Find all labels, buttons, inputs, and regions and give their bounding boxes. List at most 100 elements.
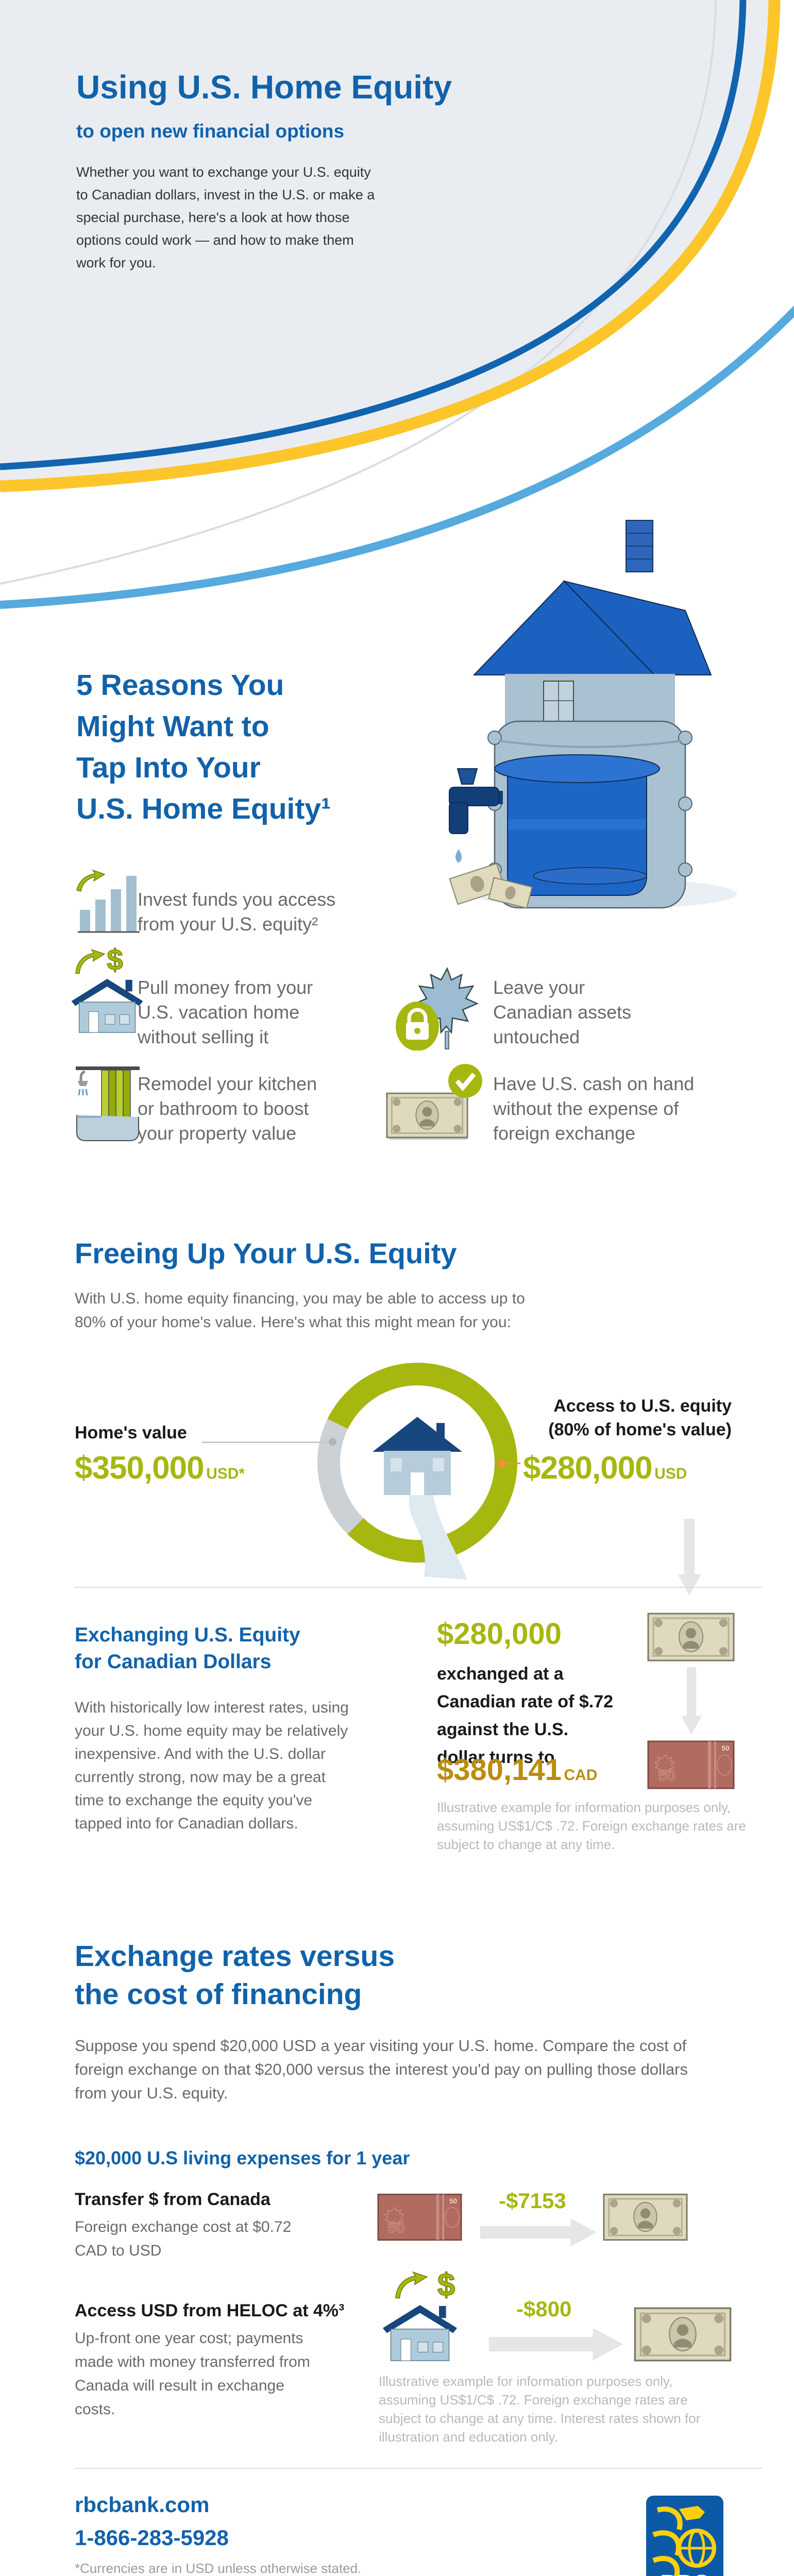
rbc-logo-text: RBC bbox=[660, 2570, 709, 2576]
exchanging-body: With historically low interest rates, us… bbox=[75, 1699, 349, 1832]
lion-head bbox=[679, 2506, 705, 2520]
cad-unit: CAD bbox=[564, 1767, 598, 1784]
freeing-intro: With U.S. home equity financing, you may… bbox=[75, 1290, 525, 1331]
website-link[interactable]: rbcbank.com bbox=[75, 2493, 210, 2517]
connector-line-left bbox=[202, 1442, 332, 1443]
remodel-shower-icon bbox=[76, 1066, 140, 1141]
equity-donut-chart bbox=[317, 1363, 517, 1580]
currency-note: *Currencies are in USD unless otherwise … bbox=[75, 2561, 362, 2576]
reasons-heading: 5 Reasons You Might Want to Tap Into You… bbox=[76, 665, 331, 829]
heloc-house-icon bbox=[382, 2304, 458, 2361]
exchanging-conversion-text: exchanged at a Canadian rate of $.72 aga… bbox=[437, 1664, 614, 1767]
cad-bill-icon bbox=[647, 1740, 735, 1789]
water-drop bbox=[455, 849, 462, 863]
header-swoosh-graphic bbox=[0, 0, 794, 609]
svg-text:$: $ bbox=[107, 944, 123, 976]
rates-heading-line1: Exchange rates versus bbox=[75, 1940, 395, 1973]
falling-bill-1 bbox=[449, 862, 506, 905]
freeing-heading: Freeing Up Your U.S. Equity bbox=[75, 1237, 457, 1269]
equity-label-line2: (80% of home's value) bbox=[548, 1420, 732, 1439]
invest-chart-icon bbox=[76, 870, 140, 933]
home-value-unit: USD* bbox=[206, 1465, 245, 1482]
exchanging-usd-amount: $280,000 bbox=[437, 1617, 562, 1651]
shower-head bbox=[78, 1081, 88, 1086]
exchanging-heading-line1: Exchanging U.S. Equity bbox=[75, 1624, 300, 1646]
reason-text: Leave your Canadian assets untouched bbox=[493, 977, 632, 1047]
maple-leaf-lock-icon bbox=[396, 967, 479, 1050]
rates-row2-cost: -$800 bbox=[516, 2297, 572, 2321]
falling-bill-2 bbox=[488, 877, 533, 909]
rates-heading: Exchange rates versus the cost of financ… bbox=[75, 1937, 395, 2013]
cad-number: $380,141 bbox=[437, 1753, 562, 1787]
exchanging-cad-amount: $380,141 CAD bbox=[437, 1753, 597, 1787]
house-walls bbox=[505, 674, 675, 725]
exchanging-disclaimer: Illustrative example for information pur… bbox=[437, 1800, 746, 1852]
usd-bill-icon bbox=[647, 1613, 735, 1662]
vacation-home-icon bbox=[71, 978, 144, 1033]
section-divider bbox=[75, 1587, 763, 1588]
reason-text: Have U.S. cash on hand without the expen… bbox=[493, 1073, 695, 1144]
lion-mane-curve bbox=[656, 2506, 683, 2531]
rates-row1-title: Transfer $ from Canada bbox=[75, 2190, 271, 2209]
rates-disclaimer: Illustrative example for information pur… bbox=[379, 2374, 701, 2445]
donut-green-segment bbox=[317, 1363, 517, 1563]
donut-house-roof bbox=[373, 1417, 462, 1452]
usd-bill-icon bbox=[603, 2193, 688, 2241]
header-background-shape bbox=[0, 0, 781, 488]
page-subtitle: to open new financial options bbox=[76, 121, 345, 142]
tap-body bbox=[449, 787, 499, 806]
intro-paragraph: Whether you want to exchange your U.S. e… bbox=[76, 164, 375, 270]
home-value-amount: $350,000 USD* bbox=[75, 1450, 245, 1486]
rates-heading-line2: the cost of financing bbox=[75, 1978, 362, 2011]
reasons-heading-line: 5 Reasons You bbox=[76, 669, 284, 702]
rates-subhead: $20,000 U.S living expenses for 1 year bbox=[75, 2147, 410, 2168]
home-value-label: Home's value bbox=[75, 1423, 187, 1443]
exchanging-heading: Exchanging U.S. Equity for Canadian Doll… bbox=[75, 1622, 300, 1675]
rates-row1-desc: Foreign exchange cost at $0.72 CAD to US… bbox=[75, 2218, 292, 2259]
down-arrow-icon bbox=[678, 1519, 701, 1596]
blue-curve-line bbox=[0, 0, 747, 470]
equity-access-label: Access to U.S. equity (80% of home's val… bbox=[526, 1394, 732, 1442]
money-out-arrow-icon: $ bbox=[395, 2267, 455, 2303]
rates-intro: Suppose you spend $20,000 USD a year vis… bbox=[75, 2037, 688, 2102]
house-water-jug-illustration bbox=[449, 520, 737, 909]
cad-bill-icon bbox=[377, 2193, 462, 2241]
us-cash-check-icon bbox=[386, 1064, 482, 1140]
reasons-heading-line: Might Want to bbox=[76, 710, 269, 743]
phone-number: 1-866-283-5928 bbox=[75, 2526, 229, 2550]
exchanging-heading-line2: for Canadian Dollars bbox=[75, 1651, 272, 1673]
right-arrow-icon bbox=[480, 2218, 597, 2247]
donut-driveway bbox=[409, 1495, 467, 1580]
equity-number: $280,000 bbox=[523, 1450, 653, 1486]
home-value-number: $350,000 bbox=[75, 1450, 205, 1486]
reasons-heading-line: Tap Into Your bbox=[76, 751, 261, 784]
svg-text:$: $ bbox=[437, 2267, 455, 2303]
footer-divider bbox=[75, 2468, 763, 2469]
down-arrow-icon bbox=[681, 1667, 702, 1735]
connector-dot-left bbox=[329, 1438, 336, 1446]
equity-amount: $280,000 USD bbox=[523, 1450, 687, 1486]
water-surface bbox=[494, 754, 660, 783]
page-title: Using U.S. Home Equity bbox=[76, 69, 452, 106]
money-out-arrow-icon: $ bbox=[75, 944, 123, 976]
rates-row2-title: Access USD from HELOC at 4%³ bbox=[75, 2301, 345, 2320]
equity-label-line1: Access to U.S. equity bbox=[553, 1396, 732, 1416]
rates-row2-desc: Up-front one year cost; payments made wi… bbox=[75, 2330, 310, 2418]
lion-mane-curve bbox=[652, 2556, 680, 2576]
connector-dot-right bbox=[498, 1460, 505, 1467]
reason-text: Pull money from your U.S. vacation home … bbox=[138, 977, 313, 1047]
gray-curve-line bbox=[0, 0, 717, 585]
skyblue-curve-line bbox=[0, 305, 794, 609]
usd-bill-icon bbox=[634, 2307, 732, 2362]
up-arrow bbox=[76, 870, 106, 892]
tub bbox=[76, 1115, 139, 1141]
rbc-logo: RBC ® bbox=[646, 2496, 723, 2576]
reasons-heading-line: U.S. Home Equity¹ bbox=[76, 792, 331, 825]
connector-line-right bbox=[505, 1463, 520, 1464]
tap-spout bbox=[449, 802, 468, 834]
right-arrow-icon bbox=[488, 2328, 623, 2361]
yellow-curve-line bbox=[0, 0, 781, 493]
check-circle bbox=[448, 1064, 482, 1098]
tap-handle bbox=[457, 768, 478, 785]
